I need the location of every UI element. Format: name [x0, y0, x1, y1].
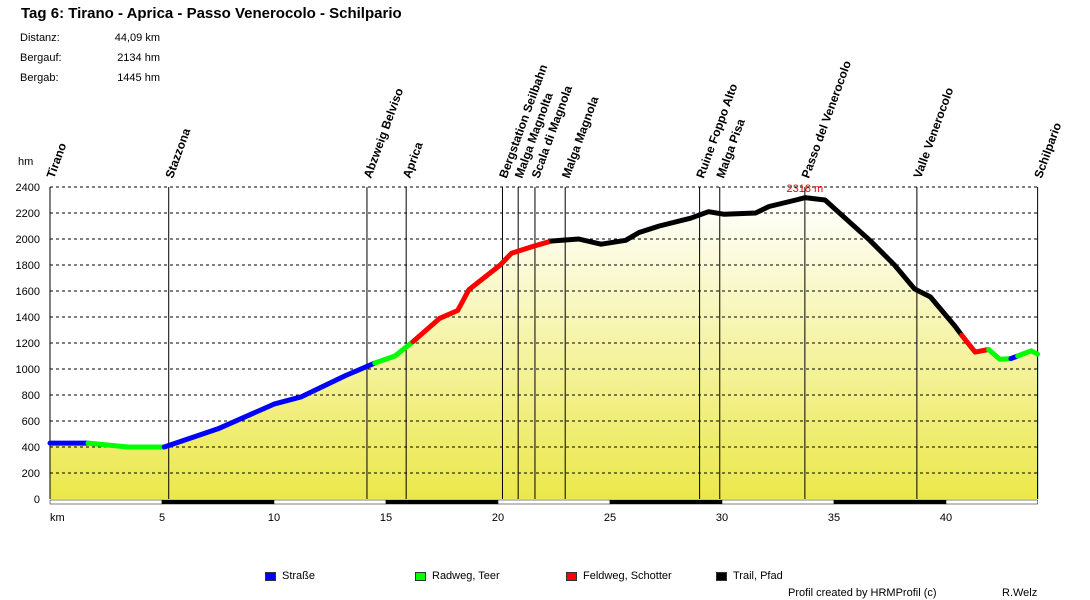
y-tick-label: 1600: [16, 286, 40, 298]
waypoint-label: Valle Venerocolo: [911, 86, 957, 180]
legend-swatch: [566, 571, 577, 581]
waypoint-label: Passo del Venerocolo: [799, 59, 855, 180]
scale-bar-segment: [833, 499, 947, 505]
legend-item-feldweg: Feldweg, Schotter: [566, 570, 672, 582]
y-tick-label: 600: [22, 416, 40, 428]
profile-segment: [959, 332, 992, 355]
y-tick-label: 200: [22, 468, 40, 480]
y-tick-label: 2400: [16, 182, 40, 194]
y-tick-label: 1800: [16, 260, 40, 272]
credit-text: Profil created by HRMProfil (c): [788, 587, 937, 599]
stat-label-distance: Distanz:: [20, 32, 60, 44]
scale-bar-segment: [609, 499, 723, 505]
scale-bar-segment: [49, 499, 163, 505]
x-axis-label: km: [50, 512, 65, 524]
y-tick-label: 1200: [16, 338, 40, 350]
waypoint-label: Tirano: [44, 141, 70, 180]
scale-bar-segment: [497, 499, 611, 505]
x-tick-label: 25: [604, 512, 616, 524]
profile-segment: [410, 238, 555, 345]
profile-segment: [161, 360, 378, 450]
legend-item-trail: Trail, Pfad: [716, 570, 783, 582]
x-tick-label: 5: [159, 512, 165, 524]
max-elevation-label: 2318 m: [787, 183, 824, 195]
x-tick-label: 35: [828, 512, 840, 524]
legend-item-strasse: Straße: [265, 570, 315, 582]
scale-bar-segment: [385, 499, 499, 505]
y-axis-label: hm: [18, 156, 33, 168]
elevation-area: [50, 197, 1038, 499]
chart-title: Tag 6: Tirano - Aprica - Passo Venerocol…: [21, 5, 402, 22]
stat-label-descent: Bergab:: [20, 72, 59, 84]
legend-item-radweg: Radweg, Teer: [415, 570, 500, 582]
waypoint-label: Stazzona: [162, 126, 193, 180]
y-tick-label: 2200: [16, 208, 40, 220]
y-tick-label: 0: [34, 494, 40, 506]
x-tick-label: 15: [380, 512, 392, 524]
stat-value-descent: 1445 hm: [117, 72, 160, 84]
legend-swatch: [716, 571, 727, 581]
scale-bar-segment: [945, 499, 1038, 505]
waypoint-label: Schilpario: [1031, 121, 1064, 180]
legend-label: Radweg, Teer: [432, 570, 500, 582]
profile-segment: [549, 195, 965, 338]
stat-value-distance: 44,09 km: [114, 32, 160, 44]
profile-segment: [85, 440, 167, 450]
y-tick-label: 1000: [16, 364, 40, 376]
stat-value-ascent: 2134 hm: [117, 52, 160, 64]
scale-bar-segment: [273, 499, 387, 505]
x-tick-label: 40: [940, 512, 952, 524]
profile-segment: [1015, 348, 1041, 359]
y-tick-label: 400: [22, 442, 40, 454]
x-tick-label: 30: [716, 512, 728, 524]
legend-label: Trail, Pfad: [733, 570, 783, 582]
y-tick-label: 800: [22, 390, 40, 402]
y-tick-label: 2000: [16, 234, 40, 246]
profile-segment: [372, 339, 416, 366]
x-tick-label: 10: [268, 512, 280, 524]
profile-segment: [986, 347, 1014, 362]
waypoint-label: Abzweig Belviso: [361, 86, 407, 180]
scale-bar-segment: [161, 499, 275, 505]
author-text: R.Welz: [1002, 587, 1038, 599]
stat-label-ascent: Bergauf:: [20, 52, 62, 64]
scale-bar-segment: [721, 499, 835, 505]
x-tick-label: 20: [492, 512, 504, 524]
y-tick-label: 1400: [16, 312, 40, 324]
waypoint-label: Aprica: [400, 140, 426, 180]
legend-label: Straße: [282, 570, 316, 582]
legend-swatch: [415, 571, 426, 581]
legend-swatch: [265, 571, 276, 581]
legend-label: Feldweg, Schotter: [583, 570, 672, 582]
